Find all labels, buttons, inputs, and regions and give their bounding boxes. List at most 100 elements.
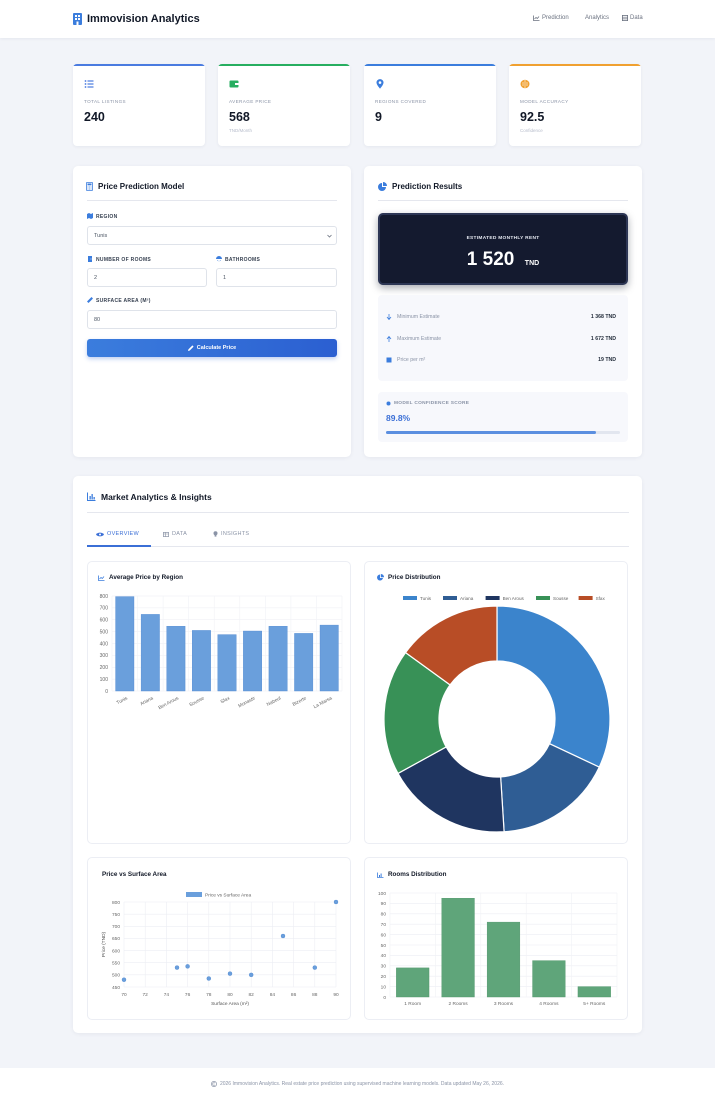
x-tick-label: 4 Rooms xyxy=(539,1001,559,1007)
analytics-title: Market Analytics & Insights xyxy=(101,492,212,502)
scatter-point xyxy=(174,965,180,970)
x-tick-label: 78 xyxy=(206,992,212,998)
y-tick-label: 70 xyxy=(381,922,387,928)
shower-icon xyxy=(216,256,222,262)
chevron-down-icon xyxy=(327,234,332,238)
price-per-m2-label: Price per m² xyxy=(397,357,426,363)
tab-overview[interactable]: OVERVIEW xyxy=(96,531,139,537)
x-tick-label: 76 xyxy=(185,992,191,998)
wallet-icon xyxy=(229,80,239,88)
calculate-price-button[interactable]: Calculate Price xyxy=(87,339,337,357)
list-icon xyxy=(84,80,94,88)
max-estimate-value: 1 672 TND xyxy=(590,336,616,342)
tab-data[interactable]: DATA xyxy=(163,531,187,537)
square-icon xyxy=(386,357,392,363)
nav-prediction[interactable]: Prediction xyxy=(533,15,569,21)
confidence-track xyxy=(386,431,620,434)
table-icon xyxy=(163,531,169,537)
x-tick-label: Sfax xyxy=(220,695,232,705)
min-estimate-value: 1 368 TND xyxy=(590,314,616,320)
avg-price-title-wrap: Average Price by Region xyxy=(98,574,183,581)
stat-value: 568 xyxy=(229,110,250,124)
legend-swatch xyxy=(485,596,500,600)
pie-chart-icon xyxy=(378,182,387,191)
legend-swatch xyxy=(186,892,202,897)
scatter-point xyxy=(312,965,318,970)
x-tick-label: 84 xyxy=(270,992,276,998)
rooms-distribution-chart: 0 10 20 30 40 50 60 70 80 90 100 1 Room 2 Rooms 3 Roo… xyxy=(378,891,618,1007)
x-tick-label: 70 xyxy=(121,992,127,998)
bar xyxy=(532,960,566,998)
confidence-fill xyxy=(386,431,597,434)
dot-icon xyxy=(386,401,391,406)
x-tick-label: Monastir xyxy=(237,695,256,709)
y-tick-label: 300 xyxy=(100,653,109,659)
bathrooms-input[interactable]: 1 xyxy=(216,268,337,287)
y-tick-label: 700 xyxy=(100,606,109,612)
max-estimate-label: Maximum Estimate xyxy=(397,336,442,342)
y-tick-label: 30 xyxy=(381,964,387,970)
legend-label: Tunis xyxy=(420,596,432,601)
estimated-rent-unit: TND xyxy=(524,260,540,267)
chart-bar-icon xyxy=(87,492,96,501)
stat-card-regions: REGIONS COVERED 9 xyxy=(364,64,496,146)
nav-analytics-label: Analytics xyxy=(585,15,610,21)
y-tick-label: 700 xyxy=(112,924,120,930)
scatter-point xyxy=(248,972,254,978)
estimated-rent-value-wrap: 1 520 TND xyxy=(380,249,626,271)
x-tick-label: 2 Rooms xyxy=(448,1001,468,1007)
x-axis-label: Surface Area (m²) xyxy=(211,1001,249,1007)
chart-line-icon xyxy=(533,15,540,21)
bar xyxy=(217,634,237,692)
area-input-value: 80 xyxy=(94,316,101,323)
tab-insights[interactable]: INSIGHTS xyxy=(213,531,249,537)
confidence-card: MODEL CONFIDENCE SCORE 89.8% xyxy=(378,392,628,442)
stat-accent-bar xyxy=(73,64,205,66)
scatter-point xyxy=(280,933,286,939)
region-select[interactable]: Tunis xyxy=(87,226,337,245)
bar xyxy=(577,986,611,998)
price-distribution-title-wrap: Price Distribution xyxy=(377,574,440,581)
active-tab-indicator xyxy=(87,545,151,547)
stat-value: 9 xyxy=(375,110,382,124)
estimate-details: Minimum Estimate 1 368 TND Maximum Estim… xyxy=(378,295,628,381)
nav-analytics[interactable]: Analytics xyxy=(585,15,609,21)
lightbulb-icon xyxy=(213,531,218,537)
nav-data[interactable]: Data xyxy=(622,15,643,21)
legend-swatch xyxy=(443,596,457,600)
legend-label: Sousse xyxy=(553,596,569,601)
bar xyxy=(396,967,430,998)
scatter-point xyxy=(185,964,190,969)
price-per-m2-row: Price per m² 19 TND xyxy=(386,354,620,366)
area-input[interactable]: 80 xyxy=(87,310,337,329)
stat-label: AVERAGE PRICE xyxy=(229,99,272,104)
bar xyxy=(140,614,160,692)
y-tick-label: 0 xyxy=(105,689,108,695)
y-tick-label: 100 xyxy=(100,677,109,683)
brand-title[interactable]: Immovision Analytics xyxy=(87,13,200,25)
analytics-tabs: OVERVIEW DATA INSIGHTS xyxy=(87,527,629,547)
scatter-point xyxy=(206,976,212,981)
x-tick-label: Ben Arous xyxy=(157,695,180,711)
y-tick-label: 100 xyxy=(378,891,386,897)
avg-price-chart: 0 100 200 300 400 500 600 700 800 Tunis Ariana Ben … xyxy=(100,594,343,711)
x-tick-label: 5+ Rooms xyxy=(583,1001,606,1007)
tab-insights-label: INSIGHTS xyxy=(221,531,250,537)
rooms-input[interactable]: 2 xyxy=(87,268,207,287)
divider xyxy=(87,200,337,201)
confidence-value: 89.8% xyxy=(386,413,411,423)
stat-accent-bar xyxy=(509,64,641,66)
region-select-value: Tunis xyxy=(94,232,108,239)
footer-text: 2026 Immovision Analytics. Real estate p… xyxy=(219,1081,505,1087)
tab-overview-label: OVERVIEW xyxy=(107,531,139,537)
stat-value: 92.5 xyxy=(520,110,545,124)
legend-swatch xyxy=(536,596,550,600)
ruler-icon xyxy=(87,297,93,303)
x-tick-label: Sousse xyxy=(188,695,205,708)
bar xyxy=(441,898,475,998)
y-axis-label: Price (TND) xyxy=(101,931,107,957)
bar xyxy=(192,630,211,692)
x-tick-label: 82 xyxy=(249,992,255,998)
x-tick-label: Ariana xyxy=(139,695,154,707)
confidence-label: MODEL CONFIDENCE SCORE xyxy=(394,401,470,406)
